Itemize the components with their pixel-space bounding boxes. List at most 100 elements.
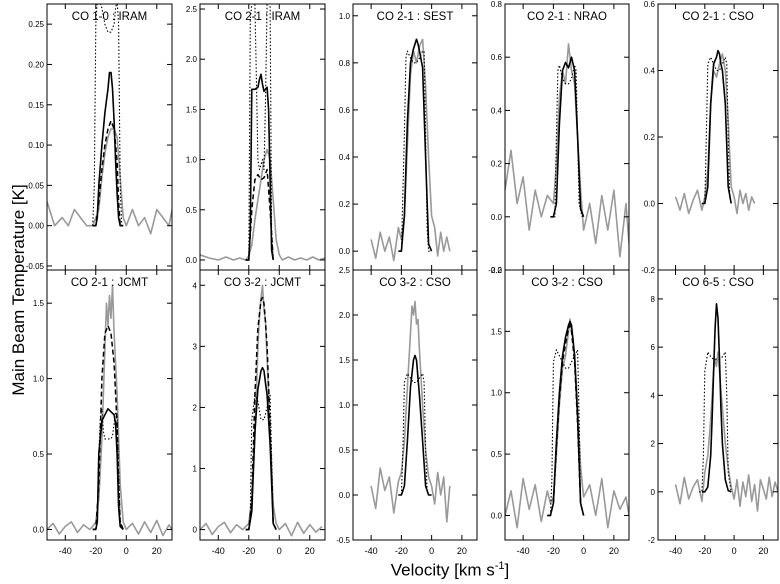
x-tick-label: -20 [242,546,255,556]
x-tick-label: -20 [89,546,102,556]
panel-frame [504,3,630,271]
panel-1: -0.05 0.00 0.05 0.10 0.15 0.20 0.25 CO 1-0 : IR… [26,3,173,271]
series-line-observed [505,43,629,258]
series-line-dotted [398,50,432,252]
y-tick-label: 3 [193,342,198,351]
x-tick-label: -40 [517,546,530,556]
y-tick-label: 0.15 [28,101,44,110]
y-tick-label: 1.5 [186,105,198,114]
x-tick-label: 20 [758,546,768,556]
y-tick-label: 2.0 [186,55,198,64]
panel-title: CO 3-2 : JCMT [224,277,301,289]
y-tick-label: 0 [651,488,656,497]
series-line-dotted [550,64,583,218]
panel-title: CO 3-2 : CSO [531,277,603,289]
series-line-solid [701,302,732,493]
y-tick-label: 0.2 [339,200,351,209]
y-tick-label: 0.4 [491,106,503,115]
panel-2: 0.0 0.5 1.0 1.5 2.0 2.5 CO 2-1 : IRAM [186,3,326,271]
y-tick-label: 0.8 [339,59,351,68]
x-tick-label: 20 [609,546,619,556]
y-tick-label: 0.05 [28,181,44,190]
y-tick-label: 0.0 [33,525,45,534]
panel-7: 0 1 2 3 4 -40 -20 0 20 CO 3-2 : JCMT [193,269,326,556]
x-tick-label: -20 [395,546,408,556]
panel-frame [657,3,779,271]
series-line-observed [370,300,451,523]
series-line-observed [200,284,323,537]
series-line-dashed [245,168,274,261]
y-tick-label: 2.0 [491,266,503,275]
y-tick-label: 1.0 [491,389,503,398]
series-line-observed [370,38,451,262]
x-tick-label: 0 [581,546,586,556]
y-tick-label: 0.4 [339,153,351,162]
series-line-solid [245,366,277,531]
y-tick-label: 0.4 [644,67,656,76]
x-tick-label: -40 [212,546,225,556]
panel-title: CO 3-2 : CSO [379,277,451,289]
series-line-dashed [92,120,124,227]
panel-series-group [200,4,325,261]
y-tick-label: 1.0 [33,375,45,384]
x-tick-label: -40 [669,546,682,556]
y-tick-label: 1.5 [339,356,351,365]
series-line-observed [200,148,325,261]
y-tick-label: 0.6 [339,106,351,115]
panel-series-group [370,38,451,262]
series-line-solid [701,49,732,205]
y-tick-label: -0.2 [641,266,655,275]
y-tick-label: 1.0 [339,401,351,410]
x-axis-label: Velocity [km s-1] [300,560,600,581]
panel-title: CO 2-1 : SEST [377,11,454,23]
panel-series-group [47,284,172,537]
y-tick-label: 1.5 [33,299,45,308]
x-tick-label: -40 [59,546,72,556]
x-axis-label-prefix: Velocity [km s [390,560,495,580]
y-tick-label: 0.5 [33,450,45,459]
y-tick-label: 0.5 [491,450,503,459]
y-tick-label: 0.2 [644,133,656,142]
panel-series-group [674,302,778,512]
panel-frame [46,269,173,541]
panel-title: CO 6-5 : CSO [682,277,754,289]
y-tick-label: 0.0 [339,247,351,256]
panel-series-group [370,300,451,523]
y-tick-label: 2.0 [339,311,351,320]
y-tick-label: 4 [193,281,198,290]
x-tick-label: -20 [698,546,711,556]
series-line-dashed [92,325,124,531]
y-tick-label: 2 [651,440,656,449]
panel-title: CO 2-1 : CSO [682,11,754,23]
x-axis-label-suffix: ] [504,560,510,580]
panel-series-group [505,43,629,258]
y-tick-label: 8 [651,295,656,304]
y-tick-label: 2.5 [186,5,198,14]
x-tick-label: 20 [305,546,315,556]
y-tick-label: 0.0 [491,213,503,222]
panel-title: CO 2-1 : IRAM [225,11,300,23]
x-tick-label: 20 [457,546,467,556]
y-tick-label: 0.0 [186,256,198,265]
panel-frame [199,269,326,541]
panel-series-group [505,318,629,529]
series-line-dashed [245,296,277,531]
panel-title: CO 1-0 : IRAM [72,11,147,23]
x-tick-label: 0 [277,546,282,556]
y-tick-label: 0.5 [339,446,351,455]
y-tick-label: -0.2 [488,266,502,275]
series-line-observed [674,351,778,512]
y-tick-label: 0.20 [28,60,44,69]
x-tick-label: -40 [365,546,378,556]
series-line-dotted [92,408,124,530]
panel-4: -0.2 0.0 0.2 0.4 0.6 0.8 CO 2-1 : NRAO [488,0,630,275]
series-line-dotted [245,394,277,531]
y-tick-label: 0.25 [28,20,44,29]
panel-9: 0.0 0.5 1.0 1.5 2.0 -40 -20 0 20 CO 3-2 : CSO [491,266,630,556]
series-line-observed [47,128,172,235]
y-tick-label: 0.2 [491,160,503,169]
x-axis-label-superscript: -1 [494,560,505,572]
series-line-observed [674,53,756,215]
